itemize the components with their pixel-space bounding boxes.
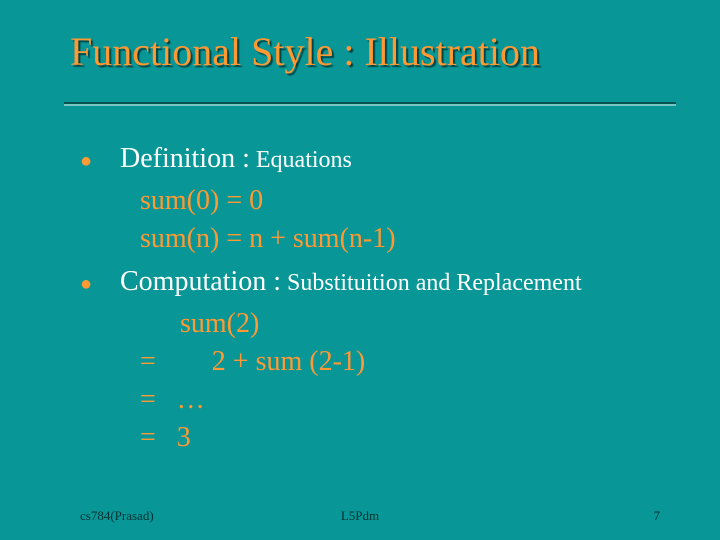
bullet-icon: ● <box>80 148 120 175</box>
bullet-icon: ● <box>80 271 120 298</box>
bullet-text: Computation : Substituition and Replacem… <box>120 263 582 301</box>
slide-body: ● Definition : Equations sum(0) = 0 sum(… <box>80 140 680 456</box>
bullet-item-computation: ● Computation : Substituition and Replac… <box>80 263 680 301</box>
title-divider <box>64 102 676 106</box>
computation-heading: Computation : <box>120 266 281 297</box>
equation-line: sum(0) = 0 <box>140 182 680 220</box>
bullet-text: Definition : Equations <box>120 140 352 178</box>
bullet-item-definition: ● Definition : Equations <box>80 140 680 178</box>
computation-line: = … <box>140 381 680 419</box>
equation-line: sum(n) = n + sum(n-1) <box>140 220 680 258</box>
definition-subheading: Equations <box>250 147 352 173</box>
slide-footer: cs784(Prasad) L5Pdm 7 <box>0 508 720 524</box>
footer-center: L5Pdm <box>0 508 720 524</box>
computation-line: = 3 <box>140 419 680 457</box>
computation-line: sum(2) <box>180 305 680 343</box>
computation-subheading: Substituition and Replacement <box>281 270 582 296</box>
slide: Functional Style : Illustration ● Defini… <box>0 0 720 540</box>
definition-heading: Definition : <box>120 143 250 174</box>
slide-title: Functional Style : Illustration <box>70 28 540 75</box>
computation-line: = 2 + sum (2-1) <box>140 343 680 381</box>
